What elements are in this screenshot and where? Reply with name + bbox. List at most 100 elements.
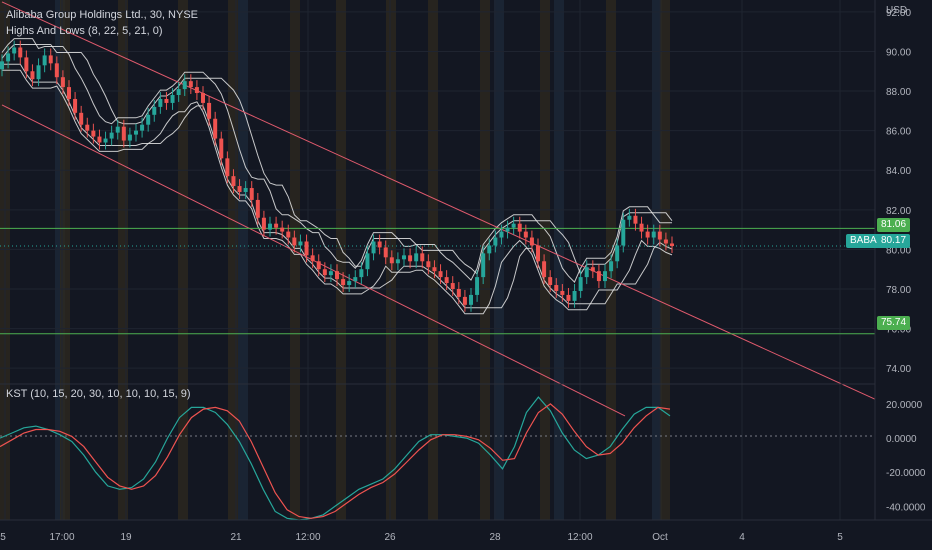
lower-level-tag: 75.74 [877, 316, 911, 330]
candle-body [176, 89, 181, 96]
candle-body [517, 223, 522, 232]
candle-body [274, 223, 279, 228]
price-tick-label: 74.00 [886, 364, 911, 375]
candle-body [554, 285, 559, 291]
channel-upper-line [1, 1, 876, 400]
time-tick-label: 12:00 [295, 532, 320, 543]
candle-body [255, 199, 260, 218]
candle-body [402, 255, 406, 260]
session-band [652, 0, 662, 520]
highs-lows-line [1, 44, 673, 276]
candle-body [42, 55, 47, 66]
candle-body [91, 130, 96, 137]
currency-label: USD [886, 5, 907, 16]
candle-body [645, 231, 650, 238]
candle-body [36, 65, 41, 80]
candle-body [377, 241, 382, 248]
price-tick-label: 86.00 [886, 127, 911, 138]
candle-body [67, 87, 71, 99]
price-tick-label: 88.00 [886, 87, 911, 98]
kst-lines [0, 396, 671, 521]
candle-body [243, 188, 248, 192]
candle-body [109, 132, 114, 139]
candle-body [18, 47, 23, 58]
session-band [118, 0, 128, 520]
session-band [228, 0, 238, 520]
candle-body [359, 269, 364, 278]
price-tick-label: 78.00 [886, 285, 911, 296]
time-tick-label: 5 [0, 532, 6, 543]
grid-lines [0, 0, 875, 520]
highs-lows-line [2, 69, 673, 315]
price-tick-label: 80.00 [886, 245, 911, 256]
session-band [494, 0, 504, 520]
candle-body [408, 255, 413, 262]
candle-body [511, 223, 516, 228]
candle-body [347, 281, 352, 286]
candle-body [12, 47, 17, 54]
candle-body [469, 294, 473, 305]
kst-tick-label: 0.0000 [886, 434, 917, 445]
candle-body [353, 277, 358, 282]
candle-body [609, 261, 614, 272]
candle-body [298, 241, 303, 246]
time-tick-label: 5 [837, 532, 843, 543]
kst-tick-label: -20.0000 [886, 468, 926, 479]
time-axis: 5 17:00 19 21 12:00 26 28 12:00 Oct 4 5 [0, 532, 843, 543]
candle-body [30, 71, 35, 80]
candle-body [194, 87, 199, 94]
candle-body [328, 271, 333, 276]
candle-body [225, 158, 230, 177]
candle-body [188, 81, 193, 88]
candle-body [24, 57, 29, 72]
candle-body [261, 217, 266, 230]
candle-body [158, 98, 163, 107]
candle-body [450, 283, 455, 289]
candle-body [207, 102, 212, 119]
candle-body [499, 231, 504, 238]
candle-body [529, 237, 534, 246]
candle-body [164, 98, 169, 103]
candle-body [383, 247, 388, 258]
time-tick-label: 17:00 [49, 532, 74, 543]
candle-body [286, 231, 291, 238]
kst-axis: 20.0000 0.0000 -20.0000 -40.0000 [886, 400, 926, 513]
candle-body [438, 271, 443, 278]
candle-body [536, 245, 540, 262]
candle-body [310, 255, 315, 262]
time-tick-label: 12:00 [567, 532, 592, 543]
session-band [178, 0, 188, 520]
time-tick-label: 4 [739, 532, 745, 543]
candle-body [566, 294, 571, 301]
candle-body [590, 267, 595, 272]
candle-body [560, 290, 565, 295]
candle-body [127, 134, 132, 141]
kst-tick-label: -40.0000 [886, 502, 926, 513]
candle-body [304, 241, 309, 256]
candle-body [578, 277, 583, 291]
candle-body [79, 112, 84, 125]
session-band [428, 0, 438, 520]
session-band [336, 0, 346, 520]
session-band [60, 0, 70, 520]
price-tick-label: 92.00 [886, 8, 911, 19]
candle-body [54, 63, 59, 78]
candle-body [444, 277, 449, 284]
candle-body [219, 138, 224, 159]
candle-body [584, 267, 589, 278]
candle-body [627, 215, 632, 220]
time-tick-label: 19 [120, 532, 132, 543]
candle-body [389, 257, 394, 264]
candle-body [395, 259, 400, 264]
candle-body [523, 231, 528, 238]
candlesticks [0, 40, 674, 312]
candle-body [633, 215, 638, 224]
candle-body [201, 93, 205, 103]
candle-body [121, 126, 126, 141]
symbol-tag: BABA [846, 234, 881, 248]
upper-level-tag: 81.06 [877, 218, 911, 232]
kst-label: KST (10, 15, 20, 30, 10, 10, 10, 15, 9) [6, 388, 191, 400]
chart-title: Alibaba Group Holdings Ltd., 30, NYSE [6, 9, 199, 21]
price-axis: 92.00 90.00 88.00 86.00 84.00 82.00 80.00 78.00… [886, 8, 911, 375]
